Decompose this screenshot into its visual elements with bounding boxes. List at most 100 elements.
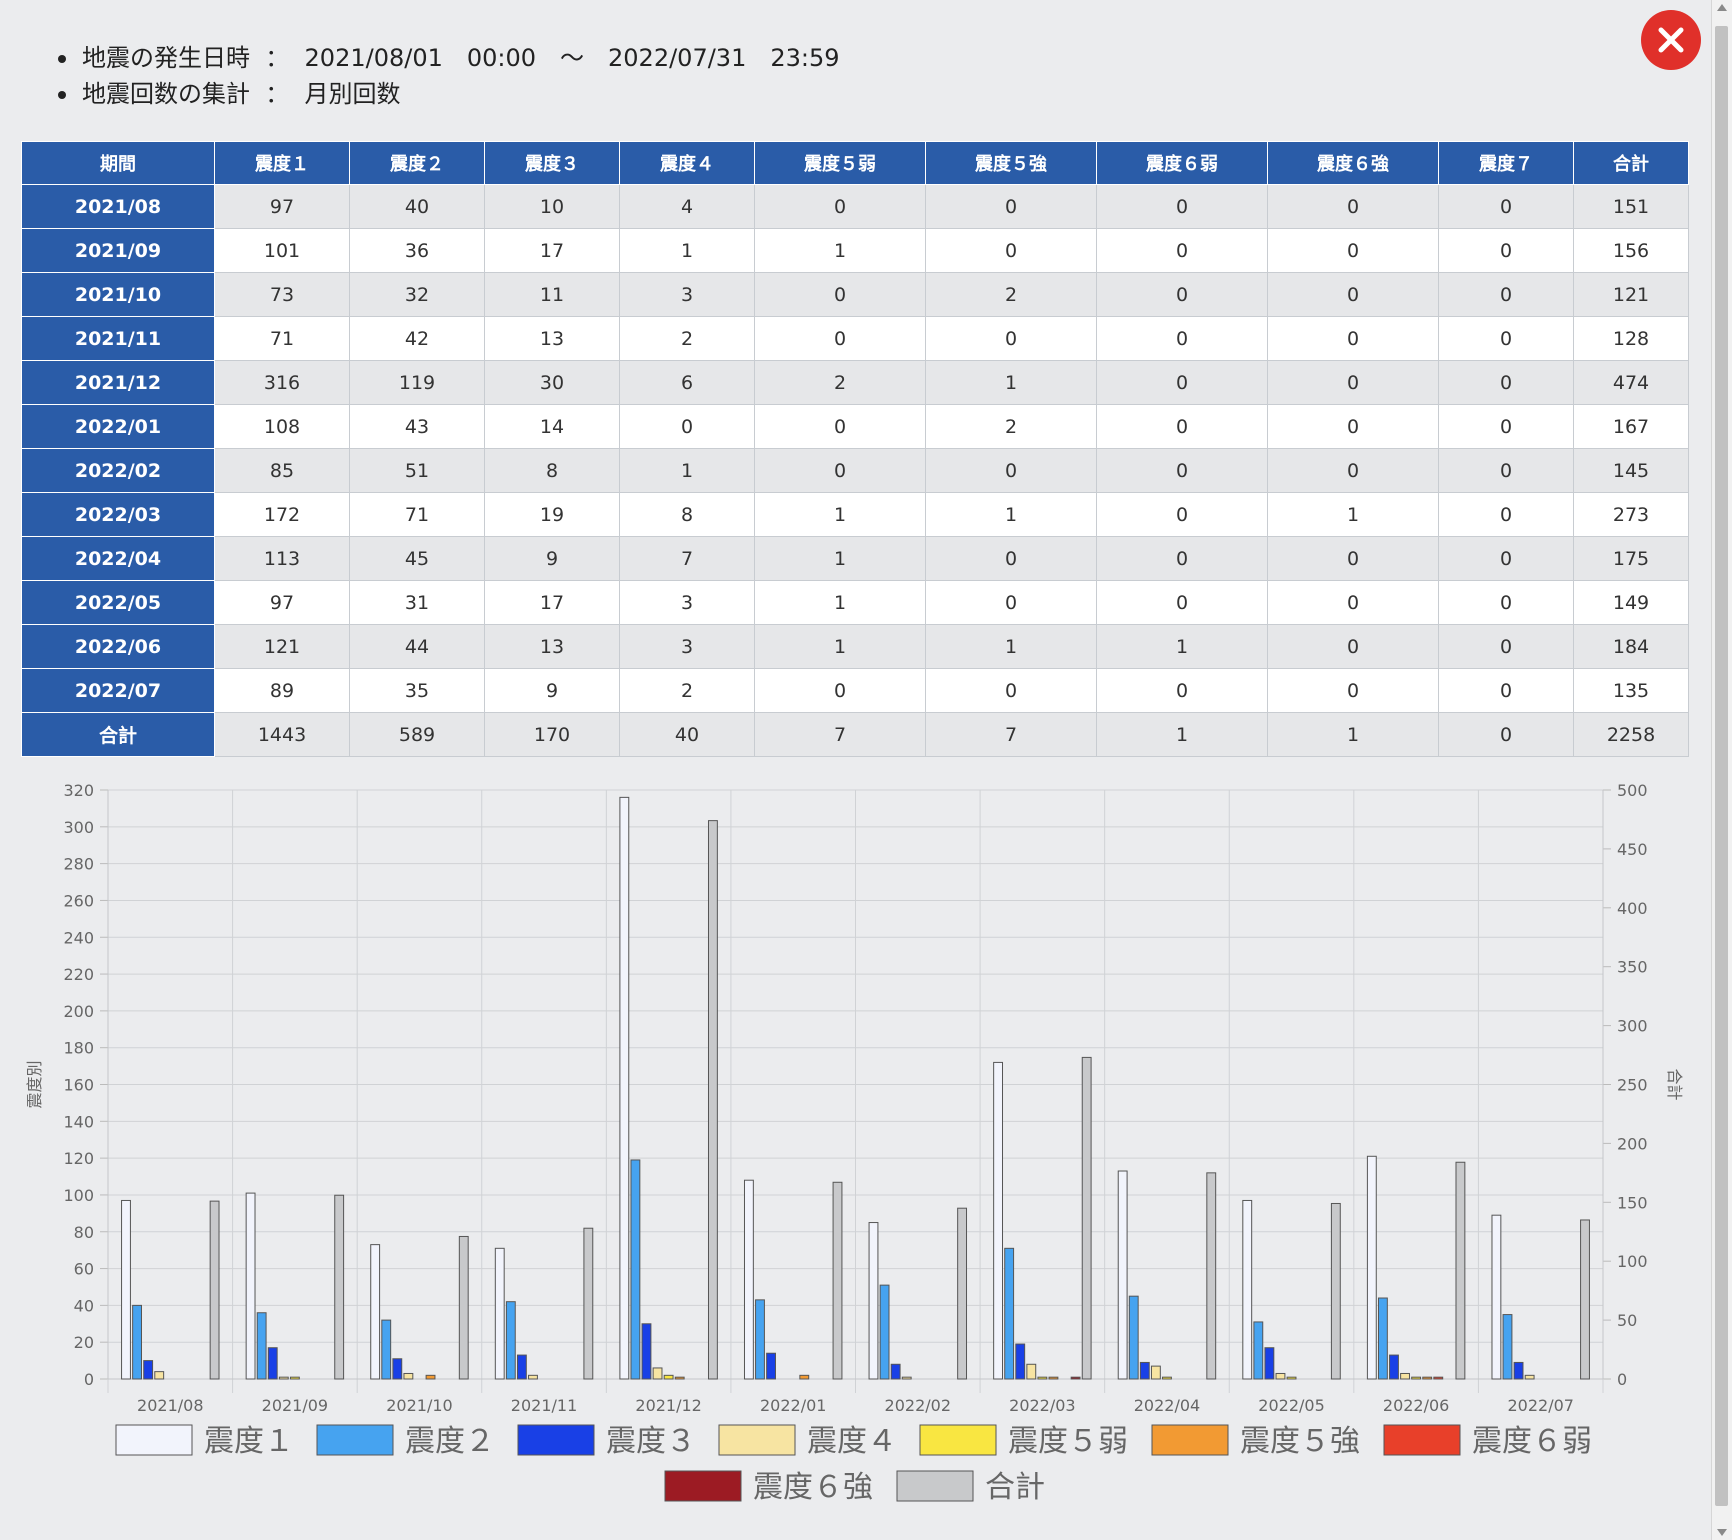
table-cell: 0 (754, 404, 926, 449)
bar (1004, 1247, 1015, 1380)
table-cell: 2 (754, 360, 926, 405)
legend-label: 震度５弱 (1008, 1424, 1128, 1459)
row-period: 2021/08 (21, 184, 215, 229)
y2-tick-label: 0 (1617, 1370, 1627, 1389)
table-row: 2021/09 101 36 17 1 1 0 0 0 0 156 (21, 228, 1689, 273)
y-tick-label: 320 (63, 781, 94, 800)
close-button[interactable] (1641, 10, 1701, 70)
y-tick-label: 20 (74, 1333, 94, 1352)
row-period: 合計 (21, 712, 215, 757)
table-cell: 0 (1438, 448, 1574, 493)
bar (674, 1376, 685, 1380)
vertical-scrollbar[interactable] (1711, 0, 1732, 1540)
scroll-up-icon[interactable] (1717, 4, 1727, 11)
table-cell: 9 (484, 536, 620, 581)
table-cell: 71 (214, 316, 350, 361)
table-cell: 43 (349, 404, 485, 449)
legend-label: 合計 (985, 1470, 1045, 1505)
table-cell: 1 (754, 624, 926, 669)
x-tick-label: 2022/05 (1258, 1396, 1324, 1415)
table-row: 2022/01 108 43 14 0 0 2 0 0 0 167 (21, 404, 1689, 449)
table-row: 2021/12 316 119 30 6 2 1 0 0 0 474 (21, 360, 1689, 405)
table-cell: 10 (484, 184, 620, 229)
table-cell: 119 (349, 360, 485, 405)
y-tick-label: 140 (63, 1112, 94, 1131)
bar (334, 1194, 345, 1380)
table-row: 2021/10 73 32 11 3 0 2 0 0 0 121 (21, 272, 1689, 317)
scroll-thumb[interactable] (1715, 26, 1728, 1506)
table-cell: 8 (484, 448, 620, 493)
table-cell: 0 (1267, 272, 1439, 317)
y2-tick-label: 400 (1617, 899, 1648, 918)
table-cell: 0 (1267, 360, 1439, 405)
bar (1422, 1376, 1433, 1380)
table-cell: 0 (1267, 228, 1439, 273)
table-cell: 0 (1438, 580, 1574, 625)
table-cell: 101 (214, 228, 350, 273)
row-period: 2022/07 (21, 668, 215, 713)
table-cell: 0 (1438, 404, 1574, 449)
bar (879, 1284, 890, 1380)
table-cell: 0 (1096, 360, 1268, 405)
bar (1330, 1202, 1341, 1380)
table-cell: 45 (349, 536, 485, 581)
column-header: 震度６弱 (1096, 141, 1268, 185)
x-tick-label: 2021/08 (137, 1396, 203, 1415)
bar (663, 1374, 674, 1380)
table-cell: 2258 (1573, 712, 1689, 757)
table-cell: 30 (484, 360, 620, 405)
table-cell: 1 (1267, 492, 1439, 537)
table-cell: 1 (1096, 712, 1268, 757)
table-row: 2021/11 71 42 13 2 0 0 0 0 0 128 (21, 316, 1689, 361)
table-cell: 3 (619, 580, 755, 625)
bar (458, 1235, 469, 1380)
x-tick-label: 2022/04 (1134, 1396, 1200, 1415)
y-tick-label: 300 (63, 818, 94, 837)
table-cell: 0 (925, 448, 1097, 493)
bar (425, 1374, 436, 1380)
earthquake-bar-chart: 0 20 40 60 80 100 120 140 160 180 200 220 240 260 280 3… (25, 781, 1684, 1505)
table-cell: 1 (754, 492, 926, 537)
legend-label: 震度６強 (753, 1470, 873, 1505)
table-cell: 0 (1267, 184, 1439, 229)
table-cell: 2 (925, 272, 1097, 317)
table-cell: 35 (349, 668, 485, 713)
bar (132, 1304, 142, 1380)
row-period: 2022/03 (21, 492, 215, 537)
y2-tick-label: 50 (1617, 1311, 1637, 1330)
bar (583, 1227, 594, 1380)
close-icon (1658, 27, 1684, 53)
table-cell: 0 (1096, 492, 1268, 537)
bar (957, 1207, 968, 1380)
legend-swatch (896, 1470, 974, 1502)
y2-tick-label: 300 (1617, 1017, 1648, 1036)
table-cell: 0 (1438, 536, 1574, 581)
bar (1139, 1361, 1150, 1380)
table-cell: 0 (1438, 272, 1574, 317)
table-cell: 589 (349, 712, 485, 757)
table-cell: 51 (349, 448, 485, 493)
table-cell: 0 (1267, 624, 1439, 669)
table-cell: 1 (619, 228, 755, 273)
y-tick-label: 220 (63, 965, 94, 984)
bar (1286, 1376, 1297, 1380)
table-cell: 0 (1438, 184, 1574, 229)
bar (1242, 1199, 1253, 1380)
legend-swatch (1151, 1424, 1229, 1456)
bar (901, 1376, 912, 1380)
table-cell: 0 (925, 580, 1097, 625)
bar (1433, 1376, 1444, 1380)
table-cell: 175 (1573, 536, 1689, 581)
y-tick-label: 240 (63, 928, 94, 947)
table-cell: 0 (925, 316, 1097, 361)
scroll-down-icon[interactable] (1717, 1529, 1727, 1536)
table-cell: 3 (619, 624, 755, 669)
table-cell: 184 (1573, 624, 1689, 669)
bar (1206, 1172, 1217, 1380)
table-cell: 2 (619, 316, 755, 361)
table-cell: 474 (1573, 360, 1689, 405)
table-cell: 0 (754, 668, 926, 713)
x-tick-label: 2021/09 (262, 1396, 328, 1415)
bar (630, 1159, 641, 1380)
table-cell: 2 (619, 668, 755, 713)
